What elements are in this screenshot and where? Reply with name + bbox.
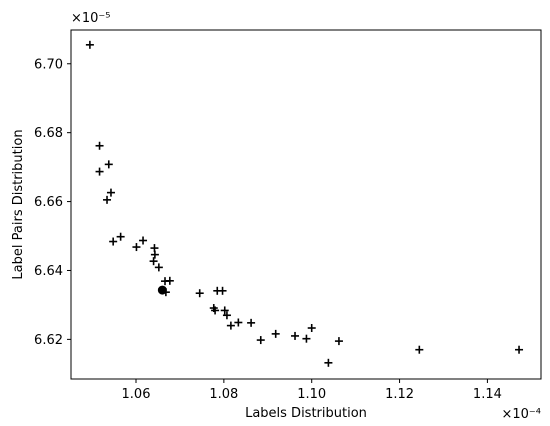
x-axis-ticks: 1.06 1.08 1.10 1.12 1.14 xyxy=(122,379,502,402)
plus-point xyxy=(247,318,256,327)
plus-point xyxy=(106,188,115,197)
plus-point xyxy=(132,243,141,252)
plus-point xyxy=(222,311,231,320)
plus-point xyxy=(154,263,163,272)
y-axis-label: Label Pairs Distribution xyxy=(11,129,26,279)
plot-frame xyxy=(70,29,542,380)
x-tick-label: 1.14 xyxy=(473,387,502,402)
plus-point xyxy=(307,324,316,333)
y-tick-label: 6.62 xyxy=(34,333,63,348)
plus-point xyxy=(95,167,104,176)
plus-point xyxy=(116,232,125,241)
plus-point xyxy=(515,345,524,354)
plus-point xyxy=(218,286,227,295)
plus-point xyxy=(324,358,333,367)
plus-point xyxy=(165,276,174,285)
plus-point xyxy=(271,329,280,338)
plus-point xyxy=(302,334,311,343)
plus-point xyxy=(103,195,112,204)
y-tick-label: 6.64 xyxy=(34,264,63,279)
x-tick-label: 1.10 xyxy=(297,387,326,402)
plus-point xyxy=(149,257,158,266)
data-marks xyxy=(85,40,524,367)
y-tick-label: 6.66 xyxy=(34,195,63,210)
plus-point xyxy=(291,331,300,340)
highlight-point xyxy=(157,285,167,295)
plus-point xyxy=(85,40,94,49)
plus-point xyxy=(95,141,104,150)
y-axis-multiplier: ×10⁻⁵ xyxy=(71,11,111,26)
plus-point xyxy=(211,306,220,315)
plus-point xyxy=(334,337,343,346)
y-axis-ticks: 6.62 6.64 6.66 6.68 6.70 xyxy=(34,57,71,348)
x-tick-label: 1.08 xyxy=(209,387,238,402)
x-axis-multiplier: ×10⁻⁴ xyxy=(501,407,541,422)
plus-point xyxy=(256,336,265,345)
x-tick-label: 1.06 xyxy=(122,387,151,402)
y-tick-label: 6.70 xyxy=(34,57,63,72)
plus-point xyxy=(109,237,118,246)
x-tick-label: 1.12 xyxy=(385,387,414,402)
plus-point xyxy=(139,236,148,245)
plus-point xyxy=(234,318,243,327)
plus-point xyxy=(104,160,113,169)
plus-point xyxy=(150,250,159,259)
plus-point xyxy=(195,289,204,298)
x-axis-label: Labels Distribution xyxy=(245,406,367,421)
plus-point xyxy=(220,306,229,315)
plus-point xyxy=(226,321,235,330)
y-tick-label: 6.68 xyxy=(34,126,63,141)
plus-point xyxy=(415,345,424,354)
